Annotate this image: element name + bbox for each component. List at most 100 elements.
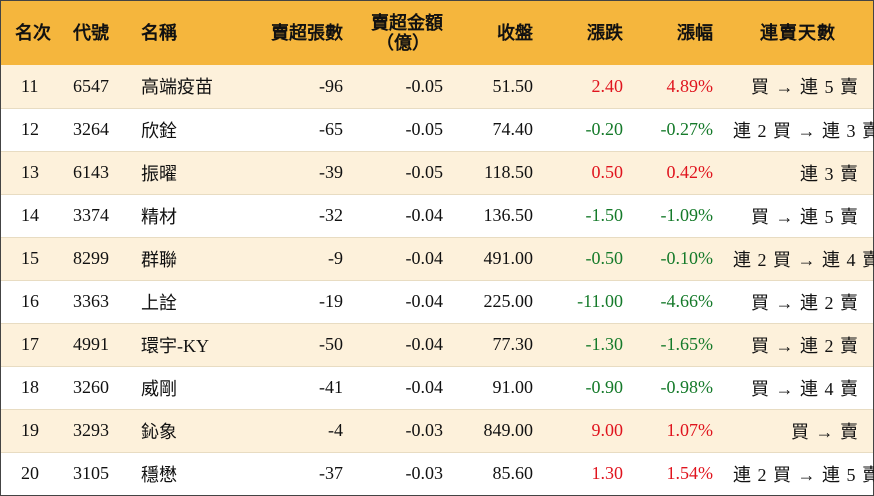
table-row: 14 3374 精材 -32 -0.04 136.50 -1.50 -1.09% 買 → 連 5… [1, 193, 873, 237]
cell-rank: 17 [1, 322, 63, 366]
cell-name: 威剛 [131, 365, 241, 409]
cell-change: -1.50 [543, 193, 633, 237]
cell-change: 9.00 [543, 408, 633, 452]
cell-net-shares: -37 [241, 451, 353, 495]
cell-change: 1.30 [543, 451, 633, 495]
cell-rank: 13 [1, 150, 63, 194]
cell-streak: 買 → 連 4 賣 [723, 365, 873, 409]
table-row: 11 6547 高端疫苗 -96 -0.05 51.50 2.40 4.89% 買 → 連 5 … [1, 65, 873, 108]
cell-code: 3105 [63, 451, 131, 495]
cell-name: 上詮 [131, 279, 241, 323]
cell-name: 欣銓 [131, 107, 241, 151]
cell-net-shares: -4 [241, 408, 353, 452]
cell-close: 74.40 [453, 107, 543, 151]
cell-close: 91.00 [453, 365, 543, 409]
cell-close: 77.30 [453, 322, 543, 366]
cell-pct: -4.66% [633, 279, 723, 323]
cell-streak: 買 → 連 5 賣 [723, 193, 873, 237]
header-name: 名稱 [141, 23, 177, 43]
cell-pct: -0.10% [633, 236, 723, 280]
cell-rank: 15 [1, 236, 63, 280]
cell-code: 8299 [63, 236, 131, 280]
header-pct: 漲幅 [677, 23, 713, 43]
table-row: 12 3264 欣銓 -65 -0.05 74.40 -0.20 -0.27% 連 2 買 → … [1, 107, 874, 151]
cell-name: 群聯 [131, 236, 241, 280]
cell-net-shares: -65 [241, 107, 353, 151]
cell-pct: 0.42% [633, 150, 723, 194]
cell-name: 鈊象 [131, 408, 241, 452]
cell-code: 3363 [63, 279, 131, 323]
cell-streak: 連 3 賣 [723, 150, 873, 194]
cell-pct: 1.07% [633, 408, 723, 452]
table-row: 18 3260 威剛 -41 -0.04 91.00 -0.90 -0.98% 買 → 連 4 … [1, 365, 873, 409]
cell-code: 6547 [73, 75, 109, 96]
cell-close: 136.50 [453, 193, 543, 237]
table-row: 19 3293 鈊象 -4 -0.03 849.00 9.00 1.07% 買 → 賣 [1, 408, 873, 452]
cell-streak: 連 2 買 → 連 3 賣 [723, 107, 874, 151]
cell-net-shares: -32 [241, 193, 353, 237]
cell-code: 6143 [63, 150, 131, 194]
table-body: 11 6547 高端疫苗 -96 -0.05 51.50 2.40 4.89% 買 → 連 5 … [1, 65, 874, 495]
cell-change: -11.00 [543, 279, 633, 323]
cell-close: 225.00 [453, 279, 543, 323]
table-row: 13 6143 振曜 -39 -0.05 118.50 0.50 0.42% 連 3 賣 [1, 150, 873, 194]
cell-change: 0.50 [543, 150, 633, 194]
cell-pct: 4.89% [666, 75, 714, 96]
cell-change: -1.30 [543, 322, 633, 366]
cell-rank: 12 [1, 107, 63, 151]
cell-pct: -1.09% [633, 193, 723, 237]
cell-streak: 買 → 賣 [723, 408, 873, 452]
header-net-amount-line1: 賣超金額 [371, 13, 443, 33]
cell-close: 118.50 [453, 150, 543, 194]
table-row: 20 3105 穩懋 -37 -0.03 85.60 1.30 1.54% 連 2 買 → 連 … [1, 451, 874, 495]
cell-change: -0.50 [543, 236, 633, 280]
cell-close: 491.00 [453, 236, 543, 280]
cell-net-amount: -0.04 [353, 193, 453, 237]
cell-change: -0.20 [543, 107, 633, 151]
cell-streak: 連 2 買 → 連 5 賣 [723, 451, 874, 495]
table-row: 15 8299 群聯 -9 -0.04 491.00 -0.50 -0.10% 連 2 買 → … [1, 236, 874, 280]
cell-net-amount: -0.03 [353, 408, 453, 452]
cell-net-shares: -39 [241, 150, 353, 194]
cell-net-amount: -0.04 [353, 236, 453, 280]
table-row: 17 4991 環宇-KY -50 -0.04 77.30 -1.30 -1.65% 買 → 連… [1, 322, 873, 366]
cell-net-shares: -50 [241, 322, 353, 366]
header-net-shares: 賣超張數 [271, 23, 343, 43]
cell-net-shares: -9 [241, 236, 353, 280]
cell-code: 3264 [63, 107, 131, 151]
header-streak: 連賣天數 [760, 23, 836, 43]
header-close: 收盤 [497, 23, 533, 43]
cell-net-amount: -0.03 [353, 451, 453, 495]
cell-net-amount: -0.05 [353, 107, 453, 151]
cell-net-amount: -0.05 [353, 150, 453, 194]
cell-net-amount: -0.04 [353, 365, 453, 409]
cell-name: 振曜 [131, 150, 241, 194]
cell-rank: 14 [1, 193, 63, 237]
cell-code: 3293 [63, 408, 131, 452]
cell-close: 849.00 [453, 408, 543, 452]
cell-rank: 11 [21, 75, 39, 96]
cell-net-shares: -41 [241, 365, 353, 409]
cell-streak: 買 → 連 2 賣 [723, 322, 873, 366]
cell-change: -0.90 [543, 365, 633, 409]
cell-net-amount: -0.05 [405, 75, 444, 96]
cell-code: 3260 [63, 365, 131, 409]
header-net-amount: 賣超金額 （億） [353, 1, 453, 65]
cell-streak: 連 2 買 → 連 4 賣 [723, 236, 874, 280]
header-rank: 名次 [15, 23, 51, 43]
cell-rank: 18 [1, 365, 63, 409]
cell-pct: 1.54% [633, 451, 723, 495]
cell-rank: 16 [1, 279, 63, 323]
table-row: 16 3363 上詮 -19 -0.04 225.00 -11.00 -4.66% 買 → 連 … [1, 279, 873, 323]
cell-close: 51.50 [492, 75, 534, 96]
cell-net-amount: -0.04 [353, 322, 453, 366]
cell-net-shares: -96 [319, 75, 343, 96]
cell-code: 4991 [63, 322, 131, 366]
cell-name: 穩懋 [131, 451, 241, 495]
cell-name: 精材 [131, 193, 241, 237]
cell-streak: 買 → 連 5 賣 [751, 77, 859, 98]
header-net-amount-line2: （億） [376, 33, 430, 53]
cell-streak: 買 → 連 2 賣 [723, 279, 873, 323]
cell-close: 85.60 [453, 451, 543, 495]
